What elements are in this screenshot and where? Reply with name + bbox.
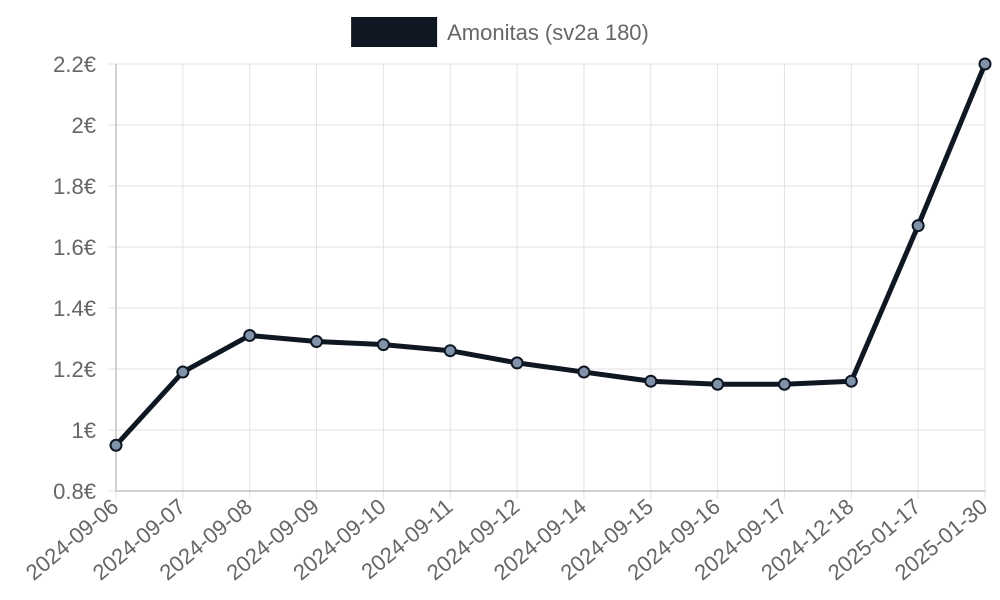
data-point[interactable] — [577, 365, 591, 379]
data-point[interactable] — [711, 377, 725, 391]
y-tick-label: 1.8€ — [53, 174, 96, 199]
data-point[interactable] — [510, 356, 524, 370]
data-point[interactable] — [911, 219, 925, 233]
data-point[interactable] — [644, 374, 658, 388]
data-point[interactable] — [109, 438, 123, 452]
y-tick-label: 2.2€ — [53, 52, 96, 77]
series-layer — [109, 57, 992, 452]
data-point[interactable] — [376, 338, 390, 352]
data-point[interactable] — [310, 335, 324, 349]
legend[interactable]: Amonitas (sv2a 180) — [351, 17, 649, 47]
y-axis-tick-labels: 0.8€ 1€ 1.2€ 1.4€ 1.6€ 1.8€ 2€ 2.2€ — [53, 52, 96, 504]
grid-lines — [108, 63, 986, 499]
y-tick-label: 1€ — [72, 418, 96, 443]
y-tick-label: 1.6€ — [53, 235, 96, 260]
data-point[interactable] — [243, 328, 257, 342]
data-point[interactable] — [443, 344, 457, 358]
series-line — [113, 61, 988, 448]
data-point[interactable] — [978, 57, 992, 71]
y-tick-label: 2€ — [72, 113, 96, 138]
legend-label[interactable]: Amonitas (sv2a 180) — [447, 20, 649, 45]
data-point[interactable] — [844, 374, 858, 388]
data-point[interactable] — [777, 377, 791, 391]
y-tick-label: 1.4€ — [53, 296, 96, 321]
legend-swatch[interactable] — [351, 17, 438, 47]
axes — [115, 64, 985, 492]
data-point[interactable] — [176, 365, 190, 379]
x-axis-tick-labels: 2024-09-062024-09-072024-09-082024-09-09… — [21, 494, 992, 585]
y-tick-label: 1.2€ — [53, 357, 96, 382]
y-tick-label: 0.8€ — [53, 479, 96, 504]
